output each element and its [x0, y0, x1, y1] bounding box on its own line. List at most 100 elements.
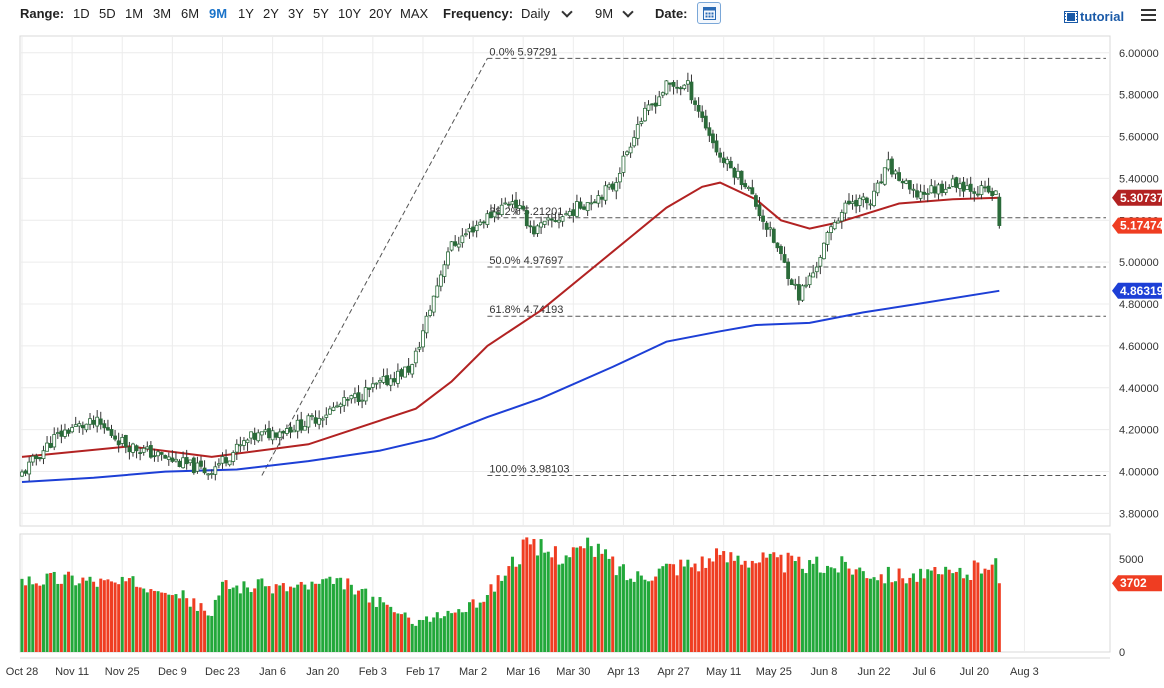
volume-bar — [70, 575, 74, 652]
range-10y-button[interactable]: 10Y — [338, 6, 362, 21]
candle-body — [317, 418, 322, 425]
candle-body — [864, 197, 869, 204]
candle — [739, 170, 744, 190]
volume-bar — [263, 586, 267, 652]
range-6m-button[interactable]: 6M — [181, 6, 200, 21]
candle — [793, 278, 798, 290]
x-tick-label: Dec 9 — [158, 666, 187, 678]
volume-bar — [371, 596, 375, 652]
candle-body — [381, 375, 386, 383]
candle-body — [650, 103, 654, 106]
candle — [975, 186, 980, 198]
candle-body — [84, 423, 89, 431]
candle-body — [825, 232, 830, 245]
volume-bar — [278, 585, 282, 652]
calendar-button[interactable] — [697, 2, 721, 24]
volume-badge-shape — [1112, 575, 1162, 592]
volume-bar — [407, 617, 411, 652]
candle — [177, 459, 182, 468]
candle — [489, 204, 493, 219]
candle — [91, 415, 96, 429]
candle — [993, 190, 998, 195]
candle — [617, 167, 622, 189]
candle-body — [141, 447, 146, 453]
candle — [435, 277, 440, 298]
volume-bar — [578, 546, 582, 652]
candle-body — [528, 225, 533, 228]
candle — [299, 411, 304, 434]
candle-body — [718, 152, 722, 158]
volume-bar — [564, 555, 568, 652]
volume-bar — [718, 554, 722, 652]
candle — [947, 184, 952, 189]
candle-body — [342, 397, 347, 406]
volume-bar — [117, 584, 121, 652]
candle — [707, 122, 712, 142]
volume-bar — [152, 590, 156, 652]
candle — [145, 441, 150, 452]
candle-body — [392, 378, 397, 383]
volume-bar — [149, 589, 153, 652]
candle-body — [467, 227, 472, 233]
range-5d-button[interactable]: 5D — [99, 6, 116, 21]
candle-body — [106, 427, 110, 431]
range-5y-button[interactable]: 5Y — [313, 6, 329, 21]
range-2y-button[interactable]: 2Y — [263, 6, 279, 21]
candle — [779, 244, 783, 261]
range-20y-button[interactable]: 20Y — [369, 6, 393, 21]
candle-body — [707, 127, 712, 136]
volume-bar — [99, 578, 103, 652]
candle — [59, 424, 64, 444]
candle-body — [134, 445, 139, 452]
candle — [528, 220, 533, 234]
y-tick-label: 5.80000 — [1119, 90, 1159, 102]
frequency-select[interactable]: Daily — [521, 6, 550, 21]
volume-bar — [292, 587, 296, 652]
volume-bar — [600, 553, 604, 652]
tutorial-link[interactable]: tutorial — [1064, 9, 1124, 24]
volume-bar — [815, 556, 819, 652]
period-select[interactable]: 9M — [595, 6, 614, 21]
candle-body — [990, 191, 995, 197]
volume-bar — [389, 606, 393, 652]
range-max-button[interactable]: MAX — [400, 6, 429, 21]
volume-bar — [800, 568, 804, 652]
volume-bar — [639, 575, 643, 652]
volume-bar — [31, 584, 35, 652]
candle — [800, 284, 805, 302]
hamburger-menu-icon[interactable] — [1141, 9, 1156, 24]
range-3y-button[interactable]: 3Y — [288, 6, 304, 21]
volume-bar — [181, 590, 185, 652]
candle-body — [685, 80, 690, 85]
volume-bar — [997, 583, 1001, 652]
candle-body — [188, 459, 193, 464]
candle — [120, 433, 125, 447]
candle-body — [413, 350, 418, 364]
volume-bar — [378, 597, 382, 652]
volume-bar — [951, 573, 955, 652]
candle-body — [940, 183, 944, 193]
range-9m-button[interactable]: 9M — [209, 6, 228, 21]
range-3m-button[interactable]: 3M — [153, 6, 172, 21]
candle — [471, 220, 475, 237]
candle — [116, 432, 121, 453]
volume-bar — [840, 556, 844, 652]
volume-bar — [632, 581, 636, 652]
candle-body — [503, 202, 508, 205]
range-1y-button[interactable]: 1Y — [238, 6, 254, 21]
range-1d-button[interactable]: 1D — [73, 6, 90, 21]
candle — [578, 197, 583, 210]
candle-body — [449, 241, 454, 251]
candle — [41, 445, 46, 465]
candle-body — [30, 455, 35, 463]
candle-body — [564, 213, 569, 216]
x-tick-label: Apr 13 — [607, 666, 639, 678]
candle — [270, 426, 275, 445]
candle — [127, 441, 132, 460]
candle — [775, 242, 780, 252]
range-1m-button[interactable]: 1M — [125, 6, 144, 21]
volume-bar — [482, 601, 486, 652]
volume-bar — [242, 581, 246, 652]
volume-bar — [883, 583, 887, 652]
